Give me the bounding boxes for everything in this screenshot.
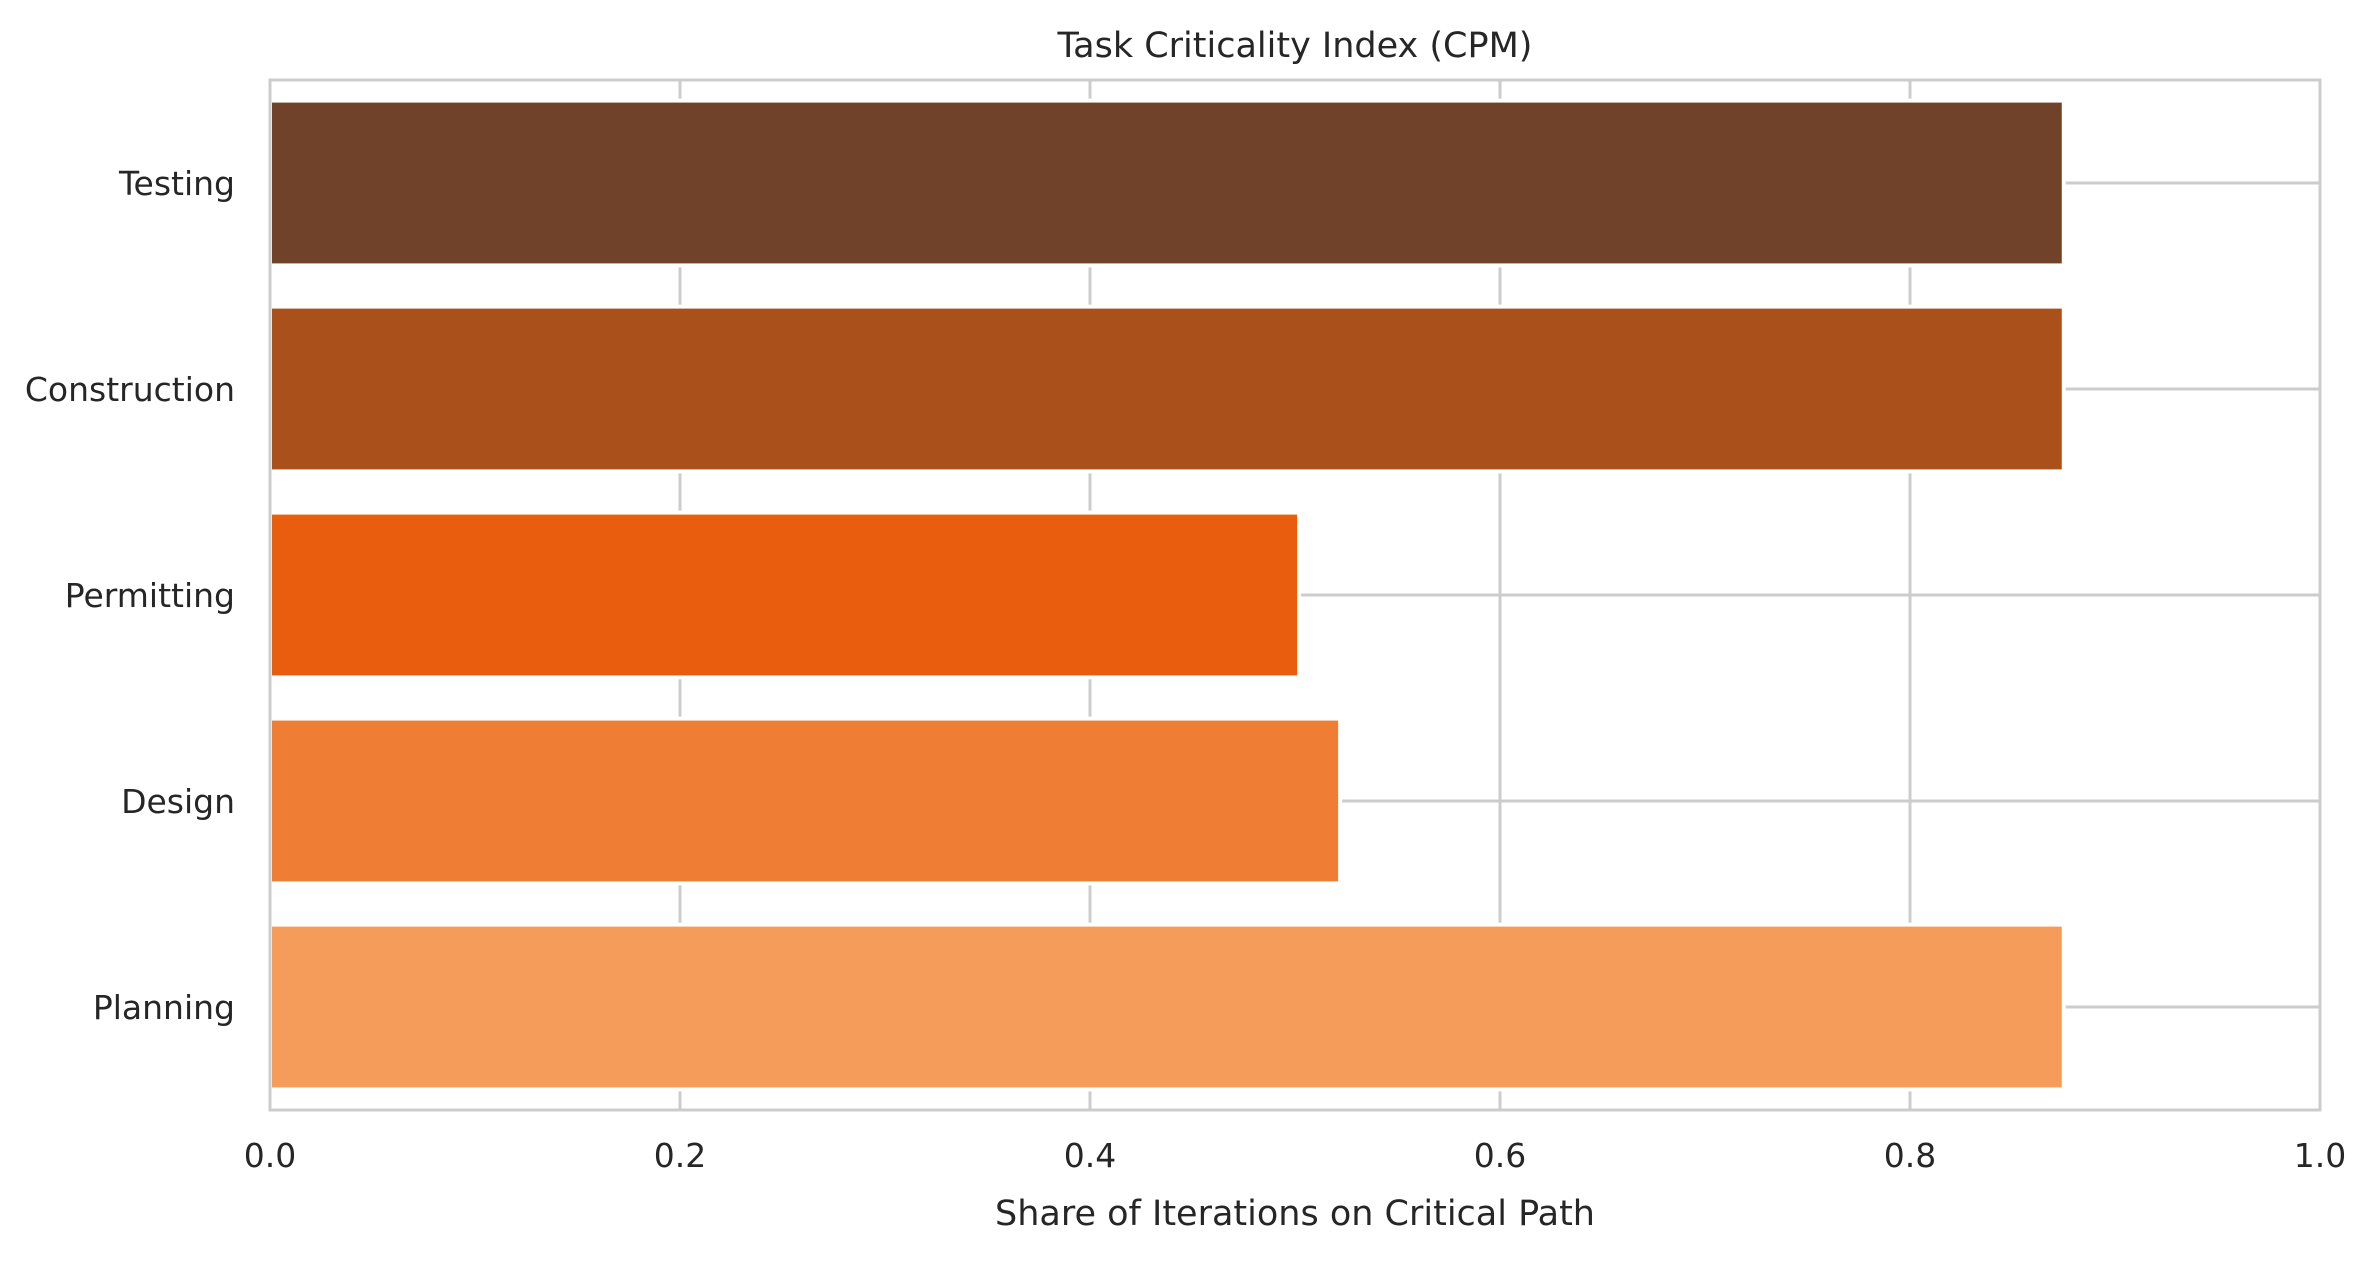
x-tick-labels: 0.0 0.2 0.4 0.6 0.8 1.0 — [244, 1136, 2346, 1175]
bar-planning — [268, 922, 2066, 1092]
chart-title: Task Criticality Index (CPM) — [1057, 26, 1533, 66]
x-tick-label: 1.0 — [2294, 1136, 2346, 1175]
x-tick-label: 0.2 — [654, 1136, 706, 1175]
y-tick-label: Testing — [118, 164, 235, 203]
plot-frame — [268, 78, 2322, 1112]
x-tick-label: 0.4 — [1064, 1136, 1116, 1175]
bar-permitting — [268, 510, 1302, 680]
x-tick-label: 0.8 — [1884, 1136, 1936, 1175]
y-tick-labels: Planning Design Permitting Construction Test… — [25, 164, 235, 1027]
x-tick-label: 0.0 — [244, 1136, 296, 1175]
y-tick-label: Construction — [25, 370, 235, 409]
y-tick-label: Permitting — [65, 576, 235, 615]
bar-testing — [268, 98, 2066, 268]
bar-layer — [268, 98, 2066, 1092]
bar-construction — [268, 304, 2066, 474]
y-tick-label: Design — [121, 782, 235, 821]
bar-design — [268, 716, 1343, 886]
x-axis-title: Share of Iterations on Critical Path — [995, 1194, 1595, 1234]
y-tick-label: Planning — [93, 988, 235, 1027]
x-tick-label: 0.6 — [1474, 1136, 1526, 1175]
